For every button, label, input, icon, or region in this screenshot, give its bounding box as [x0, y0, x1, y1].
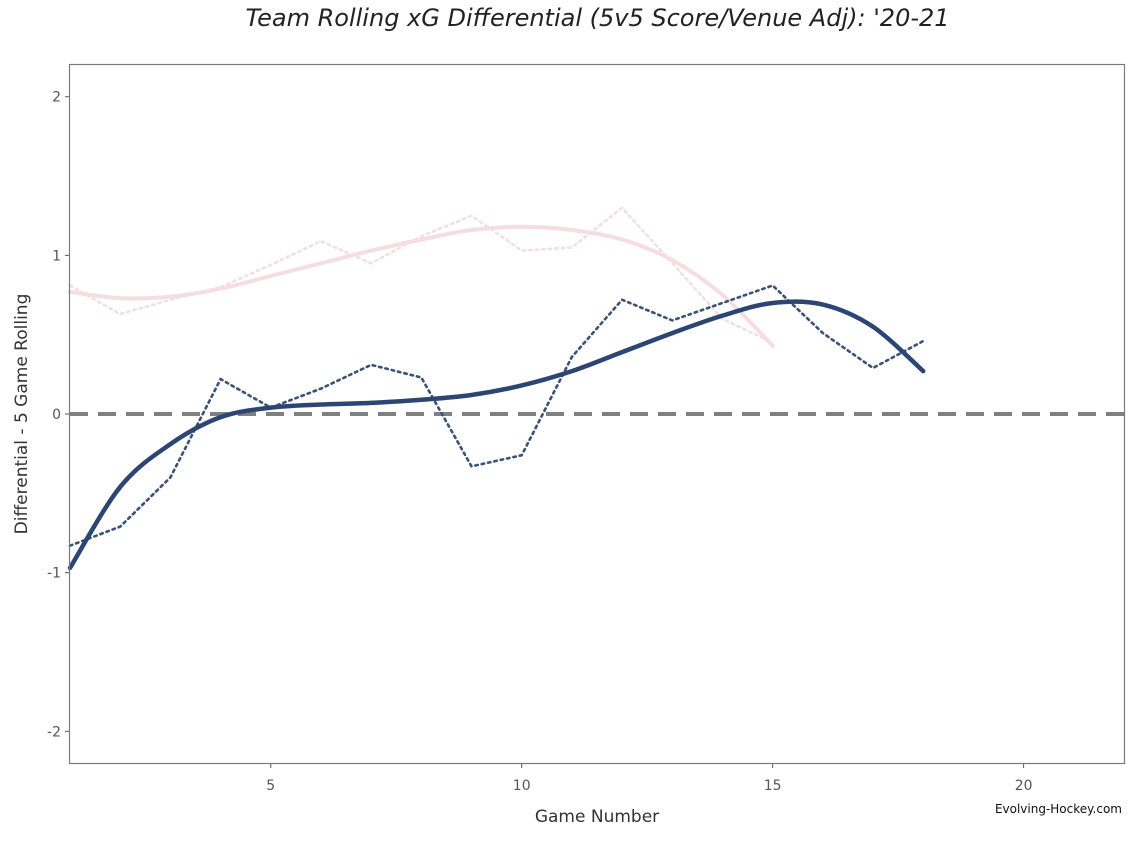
smoothed-trend-line: [68, 224, 775, 348]
smoothed-trend-line: [67, 299, 926, 571]
series-1-dotted: [68, 205, 774, 344]
x-tick-label: 5: [266, 778, 275, 794]
series-3-dotted: [68, 284, 925, 547]
rolling-dotted-line: [68, 284, 925, 547]
y-axis-title: Differential - 5 Game Rolling: [12, 294, 32, 535]
y-tick-label: 2: [52, 90, 61, 106]
credit-label: Evolving-Hockey.com: [995, 802, 1122, 816]
y-tick-label: -1: [47, 566, 61, 582]
y-tick-label: -2: [47, 724, 61, 740]
x-tick-label: 15: [764, 778, 782, 794]
x-tick-label: 20: [1015, 778, 1033, 794]
plot-panel-border: [68, 63, 1126, 765]
rolling-dotted-line: [68, 205, 774, 344]
series-2-smooth: [68, 224, 775, 348]
chart-title: Team Rolling xG Differential (5v5 Score/…: [245, 4, 950, 32]
x-tick-label: 10: [513, 778, 531, 794]
y-tick-label: 1: [52, 248, 61, 264]
series-4-smooth: [67, 299, 926, 571]
x-axis-title: Game Number: [535, 807, 659, 827]
y-tick-label: 0: [52, 407, 61, 423]
series-layer: [67, 205, 1124, 571]
